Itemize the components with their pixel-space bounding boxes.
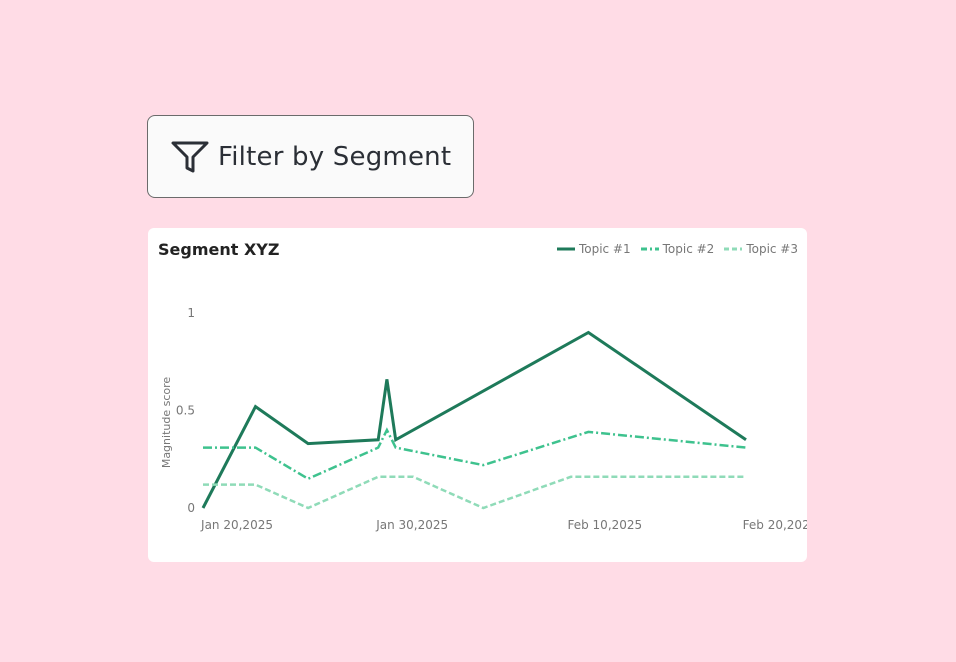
series-line-topic-1 — [201, 330, 747, 509]
y-axis-title: Magnitude score — [160, 377, 173, 469]
legend-swatch-topic-3 — [724, 247, 743, 251]
y-axis-ticks: 00.51 — [176, 306, 195, 515]
x-tick-label: Feb 10,2025 — [567, 518, 642, 532]
y-tick-label: 0 — [187, 501, 195, 515]
chart-legend: Topic #1 Topic #2 Topic #3 — [547, 242, 798, 256]
filter-button-label: Filter by Segment — [218, 141, 452, 172]
x-tick-label: Jan 20,2025 — [200, 518, 273, 532]
series-line-topic-2 — [203, 427, 747, 481]
y-tick-label: 0.5 — [176, 404, 195, 418]
legend-label-topic-3: Topic #3 — [746, 242, 798, 256]
line-chart: Magnitude score 00.51 Jan 20,2025 Jan 30,… — [160, 306, 807, 532]
legend-label-topic-2: Topic #2 — [662, 242, 715, 256]
legend-swatch-topic-2 — [640, 247, 659, 251]
legend-label-topic-1: Topic #1 — [578, 242, 631, 256]
series-line-topic-3 — [203, 475, 746, 510]
x-axis-ticks: Jan 20,2025 Jan 30,2025 Feb 10,2025 Feb 20,… — [200, 518, 807, 532]
filter-by-segment-button[interactable]: Filter by Segment — [147, 115, 474, 198]
legend-swatch-topic-1 — [556, 247, 575, 251]
legend-item-topic-1[interactable]: Topic #1 — [556, 242, 631, 256]
filter-funnel-icon — [171, 141, 209, 172]
chart-series — [201, 330, 747, 510]
chart-title: Segment XYZ — [158, 240, 280, 259]
x-tick-label: Jan 30,2025 — [375, 518, 448, 532]
legend-item-topic-2[interactable]: Topic #2 — [640, 242, 715, 256]
legend-item-topic-3[interactable]: Topic #3 — [724, 242, 798, 256]
x-tick-label: Feb 20,2025 — [743, 518, 807, 532]
chart-card: Segment XYZ Topic #1 Topic #2 Topic #3 M… — [148, 228, 807, 562]
y-tick-label: 1 — [187, 306, 195, 320]
